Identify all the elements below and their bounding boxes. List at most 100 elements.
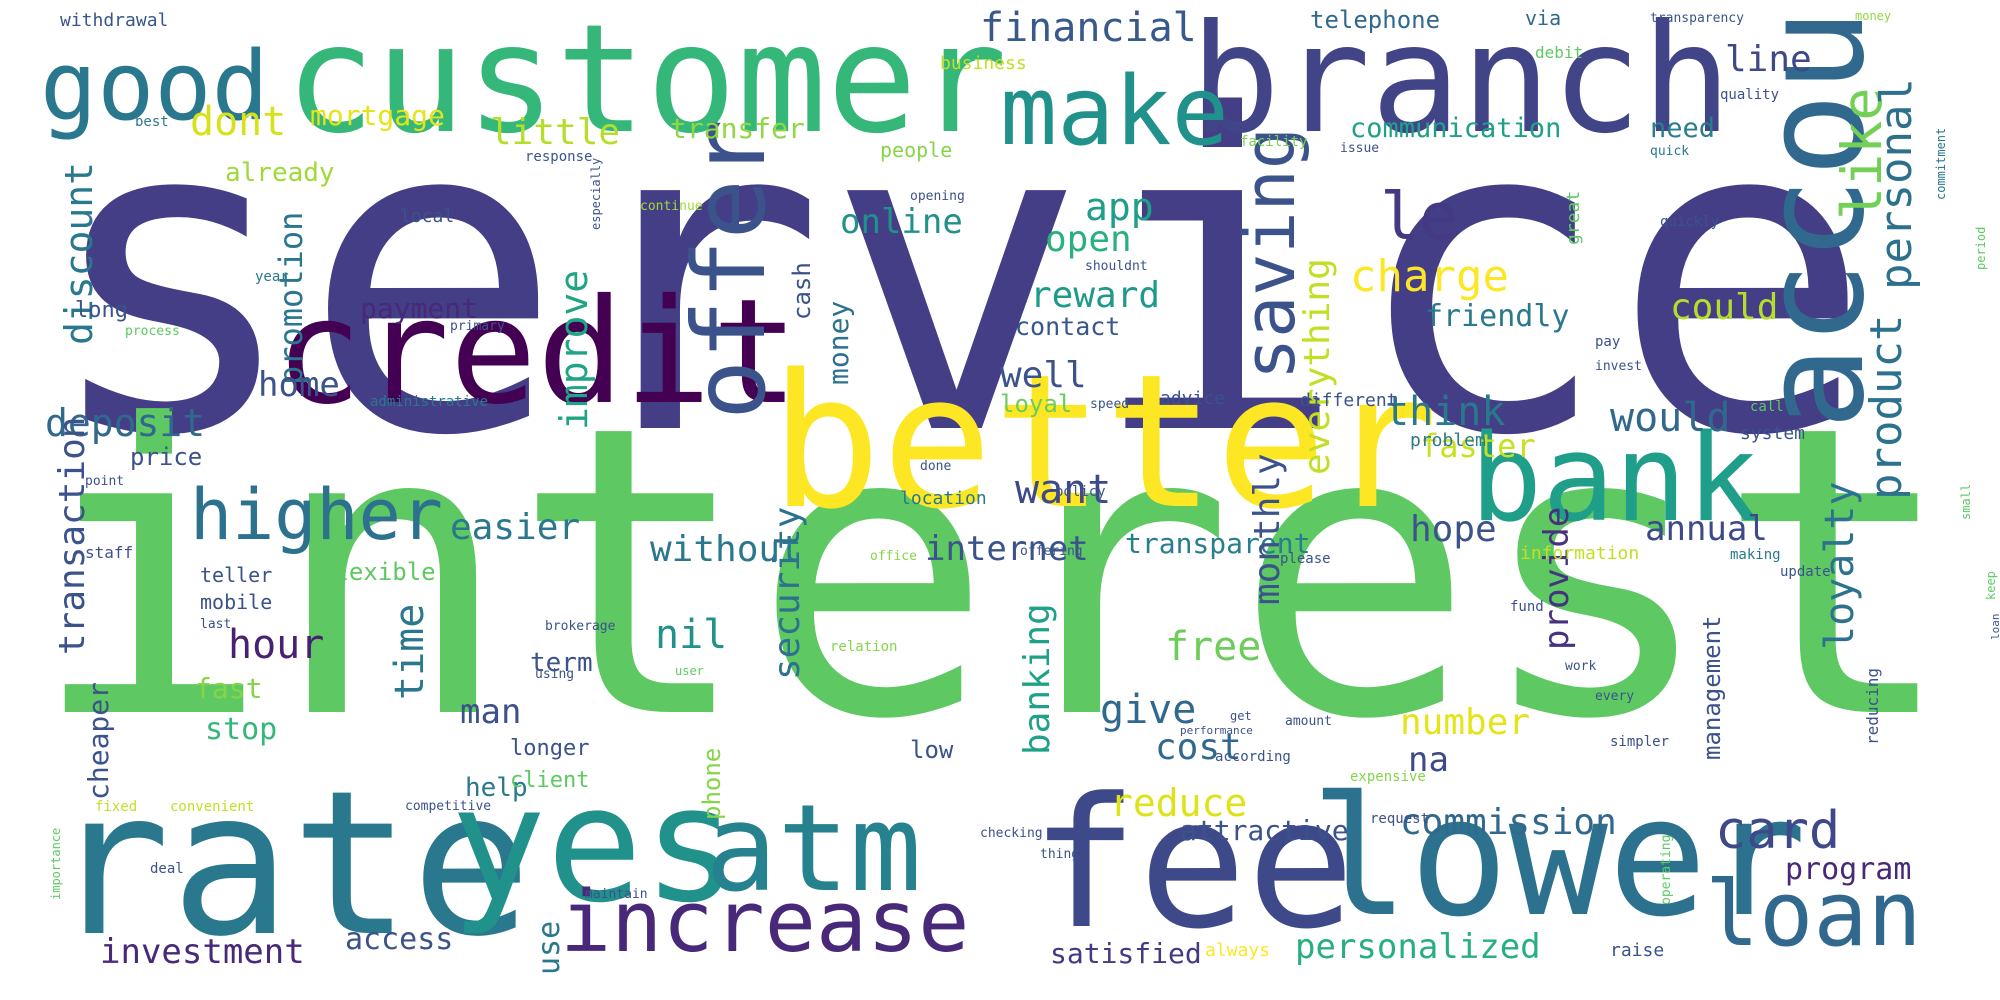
- word-administrative: administrative: [370, 394, 489, 410]
- word-fixed: fixed: [95, 799, 138, 815]
- word-performance: performance: [1180, 724, 1253, 737]
- word-invest: invest: [1595, 359, 1642, 374]
- word-quick: quick: [1650, 144, 1690, 159]
- word-staff: staff: [85, 543, 134, 562]
- word-better: better: [770, 334, 1439, 550]
- word-lower: lower: [1310, 761, 1807, 953]
- word-especially: especially: [589, 157, 603, 230]
- word-free: free: [1165, 624, 1262, 670]
- word-time: time: [387, 603, 433, 700]
- word-cost: cost: [1155, 727, 1242, 768]
- word-hope: hope: [1410, 509, 1497, 550]
- word-attractive: attractive: [1180, 814, 1349, 847]
- word-internet: internet: [925, 529, 1089, 569]
- word-done: done: [920, 459, 952, 474]
- word-quality: quality: [1720, 87, 1780, 103]
- word-reward: reward: [1030, 275, 1161, 316]
- word-credit: credit: [275, 268, 799, 437]
- word-issue: issue: [1340, 141, 1380, 156]
- word-fund: fund: [1510, 599, 1544, 615]
- word-people: people: [880, 138, 953, 162]
- word-business: business: [940, 53, 1027, 74]
- word-think: think: [1385, 389, 1506, 435]
- word-want: want: [1015, 467, 1112, 513]
- word-offering: offering: [1020, 544, 1083, 559]
- word-deposit: deposit: [45, 401, 206, 445]
- word-fast: fast: [195, 672, 263, 705]
- word-policy: policy: [1055, 484, 1106, 500]
- word-request: request: [1370, 811, 1430, 827]
- word-maintain: maintain: [585, 887, 648, 902]
- word-commitment: commitment: [1934, 127, 1948, 200]
- word-cheaper: cheaper: [82, 681, 115, 800]
- word-could: could: [1670, 287, 1779, 328]
- word-transaction: transaction: [52, 416, 93, 655]
- word-customer: customer: [285, 0, 1008, 167]
- word-mobile: mobile: [200, 590, 273, 614]
- word-primary: primary: [450, 319, 505, 334]
- word-na: na: [1408, 740, 1449, 780]
- word-simpler: simpler: [1610, 734, 1670, 750]
- word-always: always: [1205, 940, 1271, 961]
- word-contact: contact: [1015, 312, 1121, 341]
- word-yes: yes: [450, 751, 739, 938]
- word-reduce: reduce: [1110, 781, 1248, 825]
- word-saving: saving: [1229, 127, 1311, 380]
- word-open: open: [1045, 219, 1132, 260]
- word-help: help: [465, 773, 528, 803]
- word-already: already: [225, 158, 335, 188]
- word-operating: operating: [1659, 834, 1674, 905]
- word-call: call: [1750, 399, 1784, 415]
- word-shouldnt: shouldnt: [1085, 259, 1148, 274]
- word-system: system: [1740, 423, 1806, 444]
- word-home: home: [258, 365, 340, 405]
- word-fee: fee: [1030, 760, 1356, 969]
- word-flexible: flexible: [320, 558, 436, 586]
- word-speed: speed: [1090, 397, 1130, 412]
- word-mortgage: mortgage: [310, 99, 445, 132]
- word-making: making: [1730, 547, 1781, 563]
- word-expensive: expensive: [1350, 769, 1426, 785]
- word-money: money: [822, 300, 855, 385]
- word-withdrawal: withdrawal: [60, 10, 169, 31]
- word-via: via: [1525, 6, 1562, 30]
- word-payment: payment: [360, 292, 479, 325]
- word-reducing: reducing: [1863, 667, 1882, 745]
- word-thing: thing: [1040, 847, 1080, 862]
- word-well: well: [1000, 355, 1087, 396]
- word-nil: nil: [655, 612, 728, 658]
- word-every: every: [1595, 689, 1635, 704]
- word-phone: phone: [698, 747, 726, 820]
- word-management: management: [1698, 615, 1726, 761]
- word-product: product: [1861, 314, 1912, 500]
- word-information: information: [1520, 543, 1640, 564]
- word-security: security: [767, 506, 808, 680]
- word-transparent: transparent: [1125, 527, 1311, 560]
- word-hour: hour: [228, 622, 325, 668]
- word-point: point: [85, 474, 125, 489]
- word-communication: communication: [1350, 113, 1562, 144]
- word-get: get: [1230, 709, 1252, 723]
- word-personal: personal: [1871, 78, 1922, 290]
- word-satisfied: satisfied: [1050, 937, 1202, 970]
- word-money-small: money: [1855, 9, 1892, 23]
- word-loan-small: loan: [1989, 613, 2000, 641]
- word-last: last: [200, 617, 232, 632]
- word-number: number: [1400, 702, 1531, 743]
- word-improve: improve: [552, 269, 596, 430]
- word-according: according: [1215, 749, 1291, 765]
- word-service: service: [40, 24, 1874, 531]
- word-work: work: [1565, 659, 1597, 674]
- word-good: good: [40, 32, 269, 142]
- word-local: local: [400, 206, 455, 227]
- word-investment: investment: [100, 932, 305, 972]
- word-problem: problem: [1410, 430, 1486, 451]
- word-convenient: convenient: [170, 799, 255, 815]
- word-monthly: monthly: [1247, 453, 1288, 605]
- word-term: term: [530, 648, 593, 678]
- word-give: give: [1100, 687, 1197, 733]
- word-friendly: friendly: [1425, 299, 1570, 334]
- word-atm: atm: [705, 780, 922, 919]
- word-user: user: [675, 664, 704, 678]
